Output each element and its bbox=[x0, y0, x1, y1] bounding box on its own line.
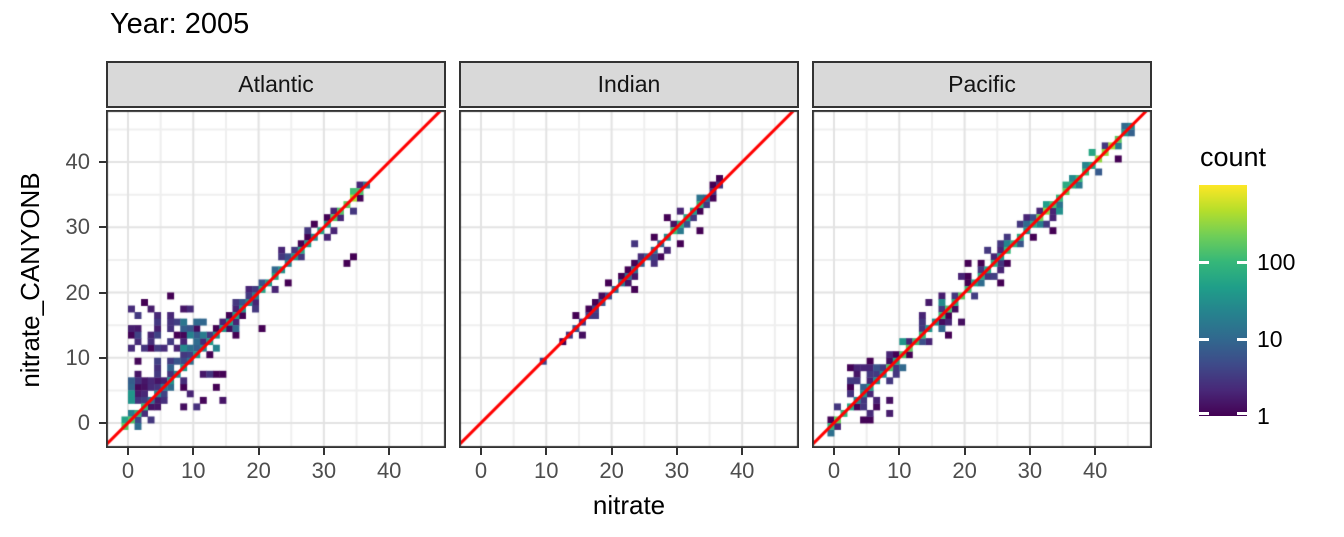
x-tick-mark bbox=[1094, 448, 1097, 455]
x-tick-mark bbox=[675, 448, 678, 455]
legend-tick-label: 10 bbox=[1257, 326, 1283, 352]
facet-strip-atlantic: Atlantic bbox=[106, 61, 446, 108]
x-tick-mark bbox=[192, 448, 195, 455]
x-tick-mark bbox=[963, 448, 966, 455]
x-tick-mark bbox=[257, 448, 260, 455]
plot-title: Year: 2005 bbox=[110, 8, 250, 40]
x-tick-mark bbox=[322, 448, 325, 455]
legend-tick-label: 1 bbox=[1257, 403, 1270, 429]
facet-atlantic: Atlantic 0 10 20 30 40 bbox=[106, 61, 446, 501]
legend-title: count bbox=[1200, 142, 1267, 172]
x-axis-title: nitrate bbox=[592, 490, 666, 520]
y-tick-label: 30 bbox=[65, 214, 90, 240]
y-tick-label: 40 bbox=[65, 149, 90, 174]
y-tick-label: 0 bbox=[77, 410, 90, 435]
colorbar-tick bbox=[1237, 261, 1247, 264]
colorbar-tick bbox=[1237, 412, 1247, 415]
x-tick-mark bbox=[545, 448, 548, 455]
x-tick-mark bbox=[610, 448, 613, 455]
x-tick-label: 30 bbox=[1017, 458, 1043, 483]
colorbar-tick bbox=[1199, 412, 1209, 415]
y-tick-mark bbox=[99, 291, 106, 294]
y-tick-mark bbox=[99, 422, 106, 424]
facet-strip-pacific: Pacific bbox=[812, 61, 1152, 108]
panel-canvas-indian bbox=[459, 110, 799, 448]
legend-tick-label: 100 bbox=[1257, 249, 1296, 275]
x-tick-label: 40 bbox=[376, 458, 402, 483]
x-tick-label: 40 bbox=[729, 458, 755, 483]
y-tick-mark bbox=[99, 226, 106, 229]
facet-pacific: Pacific 0 10 20 30 40 bbox=[812, 61, 1152, 501]
legend-colorbar bbox=[1199, 185, 1247, 416]
x-tick-label: 0 bbox=[827, 458, 841, 483]
colorbar-tick bbox=[1199, 261, 1209, 264]
x-tick-label: 0 bbox=[474, 458, 488, 483]
colorbar-tick bbox=[1237, 338, 1247, 341]
x-tick-label: 0 bbox=[121, 458, 135, 483]
facet-strip-indian: Indian bbox=[459, 61, 799, 108]
x-tick-label: 10 bbox=[534, 458, 559, 483]
x-tick-mark bbox=[480, 448, 482, 455]
facet-strip-label: Atlantic bbox=[238, 71, 314, 97]
x-tick-label: 40 bbox=[1082, 458, 1108, 483]
x-tick-label: 20 bbox=[246, 458, 271, 483]
x-tick-mark bbox=[388, 448, 391, 455]
y-tick-label: 20 bbox=[65, 279, 90, 305]
y-tick-mark bbox=[99, 356, 106, 359]
x-tick-mark bbox=[127, 448, 129, 455]
facet-strip-label: Pacific bbox=[948, 71, 1016, 97]
y-tick-label: 10 bbox=[65, 344, 90, 370]
x-tick-label: 10 bbox=[887, 458, 912, 483]
colorbar-tick bbox=[1199, 338, 1209, 341]
x-tick-label: 30 bbox=[311, 458, 337, 483]
x-tick-mark bbox=[741, 448, 744, 455]
x-tick-label: 20 bbox=[952, 458, 977, 483]
x-tick-mark bbox=[1028, 448, 1031, 455]
x-tick-mark bbox=[833, 448, 835, 455]
x-tick-label: 30 bbox=[664, 458, 690, 483]
panel-canvas-atlantic bbox=[106, 110, 446, 448]
facet-indian: Indian 0 10 20 30 40 bbox=[459, 61, 799, 501]
facet-strip-label: Indian bbox=[597, 71, 661, 97]
y-tick-mark bbox=[99, 161, 106, 163]
panel-canvas-pacific bbox=[812, 110, 1152, 448]
x-tick-mark bbox=[898, 448, 901, 455]
x-tick-label: 10 bbox=[181, 458, 206, 483]
x-tick-label: 20 bbox=[599, 458, 624, 483]
